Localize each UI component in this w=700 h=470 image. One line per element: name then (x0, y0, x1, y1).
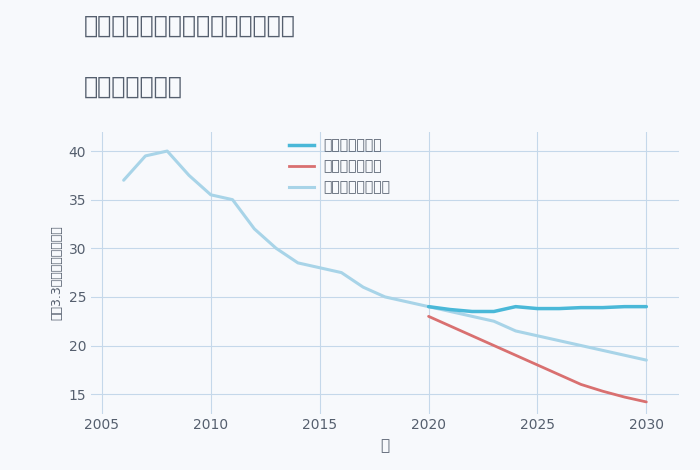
グッドシナリオ (424, 304, 433, 309)
ノーマルシナリオ (141, 153, 150, 159)
バッドシナリオ (468, 333, 476, 338)
グッドシナリオ (620, 304, 629, 309)
ノーマルシナリオ (163, 148, 172, 154)
ノーマルシナリオ (598, 348, 607, 353)
ノーマルシナリオ (402, 299, 411, 305)
Text: 兵庫県たつの市揖保川町金剛山の: 兵庫県たつの市揖保川町金剛山の (84, 14, 296, 38)
グッドシナリオ (468, 309, 476, 314)
グッドシナリオ (490, 309, 498, 314)
グッドシナリオ (512, 304, 520, 309)
Text: 土地の価格推移: 土地の価格推移 (84, 75, 183, 99)
バッドシナリオ (490, 343, 498, 348)
ノーマルシナリオ (446, 309, 454, 314)
ノーマルシナリオ (206, 192, 215, 197)
グッドシナリオ (533, 306, 542, 312)
Line: バッドシナリオ: バッドシナリオ (428, 316, 646, 402)
ノーマルシナリオ (555, 338, 564, 344)
ノーマルシナリオ (359, 284, 368, 290)
バッドシナリオ (620, 394, 629, 400)
Y-axis label: 坪（3.3㎡）単価（万円）: 坪（3.3㎡）単価（万円） (50, 225, 63, 320)
ノーマルシナリオ (120, 177, 128, 183)
バッドシナリオ (424, 313, 433, 319)
ノーマルシナリオ (316, 265, 324, 271)
X-axis label: 年: 年 (380, 438, 390, 453)
バッドシナリオ (446, 323, 454, 329)
グッドシナリオ (598, 305, 607, 310)
ノーマルシナリオ (533, 333, 542, 338)
バッドシナリオ (598, 388, 607, 394)
ノーマルシナリオ (424, 304, 433, 309)
Legend: グッドシナリオ, バッドシナリオ, ノーマルシナリオ: グッドシナリオ, バッドシナリオ, ノーマルシナリオ (290, 139, 390, 195)
ノーマルシナリオ (577, 343, 585, 348)
バッドシナリオ (555, 372, 564, 377)
ノーマルシナリオ (337, 270, 346, 275)
ノーマルシナリオ (185, 172, 193, 178)
Line: ノーマルシナリオ: ノーマルシナリオ (124, 151, 646, 360)
ノーマルシナリオ (512, 328, 520, 334)
ノーマルシナリオ (468, 313, 476, 319)
ノーマルシナリオ (490, 318, 498, 324)
グッドシナリオ (577, 305, 585, 310)
ノーマルシナリオ (642, 357, 650, 363)
バッドシナリオ (512, 352, 520, 358)
Line: グッドシナリオ: グッドシナリオ (428, 306, 646, 312)
ノーマルシナリオ (272, 245, 280, 251)
グッドシナリオ (446, 307, 454, 313)
ノーマルシナリオ (381, 294, 389, 300)
グッドシナリオ (555, 306, 564, 312)
ノーマルシナリオ (620, 352, 629, 358)
ノーマルシナリオ (250, 226, 258, 232)
グッドシナリオ (642, 304, 650, 309)
バッドシナリオ (642, 399, 650, 405)
バッドシナリオ (577, 382, 585, 387)
ノーマルシナリオ (294, 260, 302, 266)
ノーマルシナリオ (228, 197, 237, 203)
バッドシナリオ (533, 362, 542, 368)
